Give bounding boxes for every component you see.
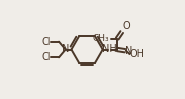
Text: N: N xyxy=(62,44,69,55)
Text: CH₃: CH₃ xyxy=(92,34,109,43)
Text: NH: NH xyxy=(102,44,117,55)
Text: Cl: Cl xyxy=(41,37,51,47)
Text: O: O xyxy=(122,21,130,31)
Text: Cl: Cl xyxy=(41,52,51,62)
Text: OH: OH xyxy=(130,49,145,59)
Text: N: N xyxy=(125,46,132,56)
